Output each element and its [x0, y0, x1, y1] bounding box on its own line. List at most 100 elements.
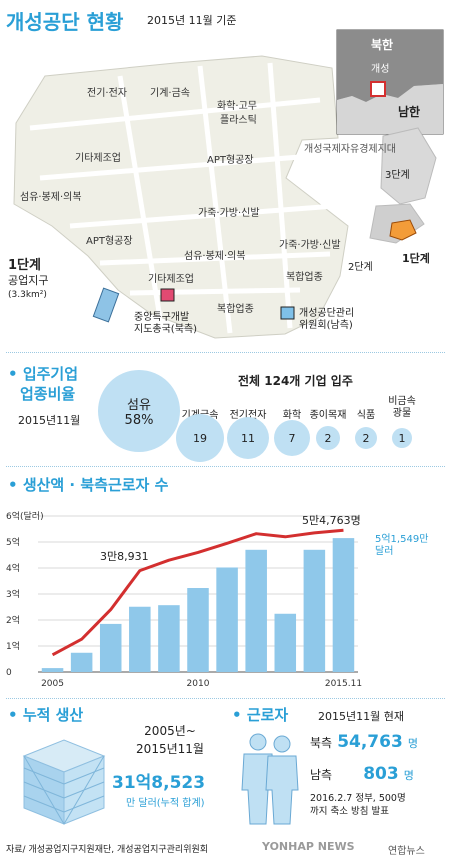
- north-office-marker: [160, 288, 175, 302]
- bar: [274, 613, 297, 672]
- industry-title: • 입주기업 업종비율: [8, 364, 78, 404]
- y-tick-label: 0: [6, 668, 12, 678]
- crate-icon: [22, 739, 106, 825]
- inset-city-label: 개성: [371, 64, 390, 75]
- phase1-site-marker: [92, 287, 120, 323]
- industry-item-bubble: 2: [355, 427, 377, 449]
- zone-label: 가죽·가방·신발: [198, 208, 260, 219]
- industry-item-name: 전기전자: [229, 410, 267, 421]
- north-office-line2: 지도총국(북측): [134, 324, 198, 335]
- workers-date: 2015년11월 현재: [318, 710, 404, 723]
- cumulative-value: 31억8,523: [112, 773, 206, 793]
- page-title: 개성공단 현황: [6, 10, 124, 34]
- inset-location-marker: [370, 81, 386, 97]
- industry-item-name: 비금속 광물: [388, 396, 416, 419]
- bar: [332, 538, 355, 672]
- industry-item-name: 화학: [282, 410, 302, 421]
- inset-zone-name: 개성국제자유경제지대: [304, 144, 396, 155]
- cumulative-title: • 누적 생산: [8, 706, 84, 724]
- annotation-workers-2007: 3만8,931: [100, 550, 149, 563]
- workers-note: 2016.2.7 정부, 500명 까지 축소 방침 발표: [310, 792, 406, 818]
- zone-label: 전기·전자: [87, 88, 127, 99]
- zone-label: 복합업종: [286, 272, 323, 283]
- industry-item-name: 종이목재: [309, 410, 347, 421]
- industry-item-bubble: 7: [274, 420, 310, 456]
- industry-item-name: 식품: [356, 410, 376, 421]
- south-workers-unit: 명: [403, 769, 414, 782]
- industry-total: 전체 124개 기업 입주: [238, 374, 353, 388]
- main-industry-bubble: 섬유 58%: [98, 370, 180, 452]
- bar: [303, 549, 326, 672]
- south-office-line2: 위원회(남측): [299, 320, 353, 331]
- main-industry-name: 섬유: [127, 398, 151, 413]
- cumulative-period-line2: 2015년11월: [136, 742, 204, 756]
- south-workers: 남측 803 명: [310, 764, 414, 784]
- zone-label: 화학·고무: [217, 101, 257, 112]
- north-office-label: 중앙특구개발 지도총국(북측): [134, 312, 197, 336]
- date-note: 2015년 11월 기준: [147, 14, 237, 27]
- workers-title: • 근로자: [232, 706, 289, 724]
- bar: [245, 549, 267, 672]
- south-workers-value: 803: [363, 764, 399, 784]
- industry-item-bubble: 11: [227, 417, 269, 459]
- y-tick-label: 3억: [6, 588, 20, 600]
- y-tick-label: 2억: [6, 614, 20, 626]
- zone-label: 기타제조업: [148, 274, 194, 285]
- source-note: 자료/ 개성공업지구지원재단, 개성공업지구관리위원회: [6, 845, 209, 855]
- workers-line: [51, 528, 344, 657]
- phase1-subtitle: 공업지구: [8, 274, 49, 287]
- x-tick-label: 2015.11: [325, 679, 362, 689]
- y-tick-label: 1억: [6, 640, 20, 652]
- stage1-region: [389, 219, 417, 241]
- bar: [70, 652, 93, 672]
- bar: [158, 605, 180, 672]
- zone-label: 섬유·봉제·의복: [20, 192, 82, 203]
- south-office-line1: 개성공단관리: [299, 308, 355, 319]
- zone-label: APT형공장: [86, 236, 133, 247]
- industrial-map: [13, 29, 444, 339]
- zone-label: 섬유·봉제·의복: [184, 251, 246, 262]
- north-office-line1: 중앙특구개발: [134, 312, 190, 323]
- zone-label: 기계·금속: [150, 88, 190, 99]
- north-workers: 북측 54,763 명: [310, 732, 418, 752]
- bar: [41, 668, 64, 672]
- x-tick-label: 2010: [187, 679, 210, 689]
- inset-north-label: 북한: [371, 38, 394, 52]
- zone-label: 기타제조업: [75, 153, 121, 164]
- phase1-title: 1단계: [8, 258, 41, 273]
- inset-south-label: 남한: [398, 105, 421, 119]
- agency-logo: 연합뉴스: [388, 846, 425, 857]
- bar: [129, 606, 151, 672]
- annotation-workers-2015: 5만4,763명: [302, 514, 361, 527]
- bar: [99, 623, 122, 672]
- main-industry-share: 58%: [124, 413, 154, 428]
- inset-stage1: 1단계: [402, 252, 430, 265]
- zone-label: APT형공장: [207, 155, 254, 166]
- y-tick-label: 6억(달러): [6, 510, 44, 522]
- bar: [216, 567, 238, 672]
- industry-item-bubble: 2: [316, 426, 340, 450]
- industry-item-bubble: 1: [392, 428, 412, 448]
- south-office-label: 개성공단관리 위원회(남측): [299, 308, 354, 332]
- industry-item-bubble: 19: [176, 414, 224, 462]
- bar: [187, 588, 209, 672]
- north-workers-unit: 명: [407, 737, 419, 750]
- phase1-area: (3.3km²): [8, 290, 47, 300]
- y-tick-label: 4억: [6, 562, 20, 574]
- zone-label: 복합업종: [217, 304, 254, 315]
- zone-label: 가죽·가방·신발: [279, 240, 341, 251]
- cumulative-unit: 만 달러(누적 합계): [126, 798, 205, 809]
- industry-date: 2015년11월: [18, 414, 81, 427]
- complex-area: [13, 55, 349, 339]
- annotation-value-line1: 5억1,549만: [375, 534, 429, 545]
- y-tick-label: 5억: [6, 536, 20, 548]
- production-chart: 6억(달러) 5억 4억 3억 2억 1억 0 2005 2010 2015.11: [6, 510, 362, 689]
- workers-note-line2: 까지 축소 방침 발표: [310, 806, 389, 817]
- cumulative-period: 2005년~ 2015년11월: [120, 722, 220, 758]
- south-office-marker: [280, 306, 295, 320]
- north-workers-value: 54,763: [337, 732, 403, 752]
- workers-icon: [241, 733, 299, 825]
- industry-title-line1: • 입주기업: [8, 365, 79, 383]
- watermark: YONHAP NEWS: [262, 840, 355, 853]
- industry-title-line2: 업종비율: [20, 385, 76, 403]
